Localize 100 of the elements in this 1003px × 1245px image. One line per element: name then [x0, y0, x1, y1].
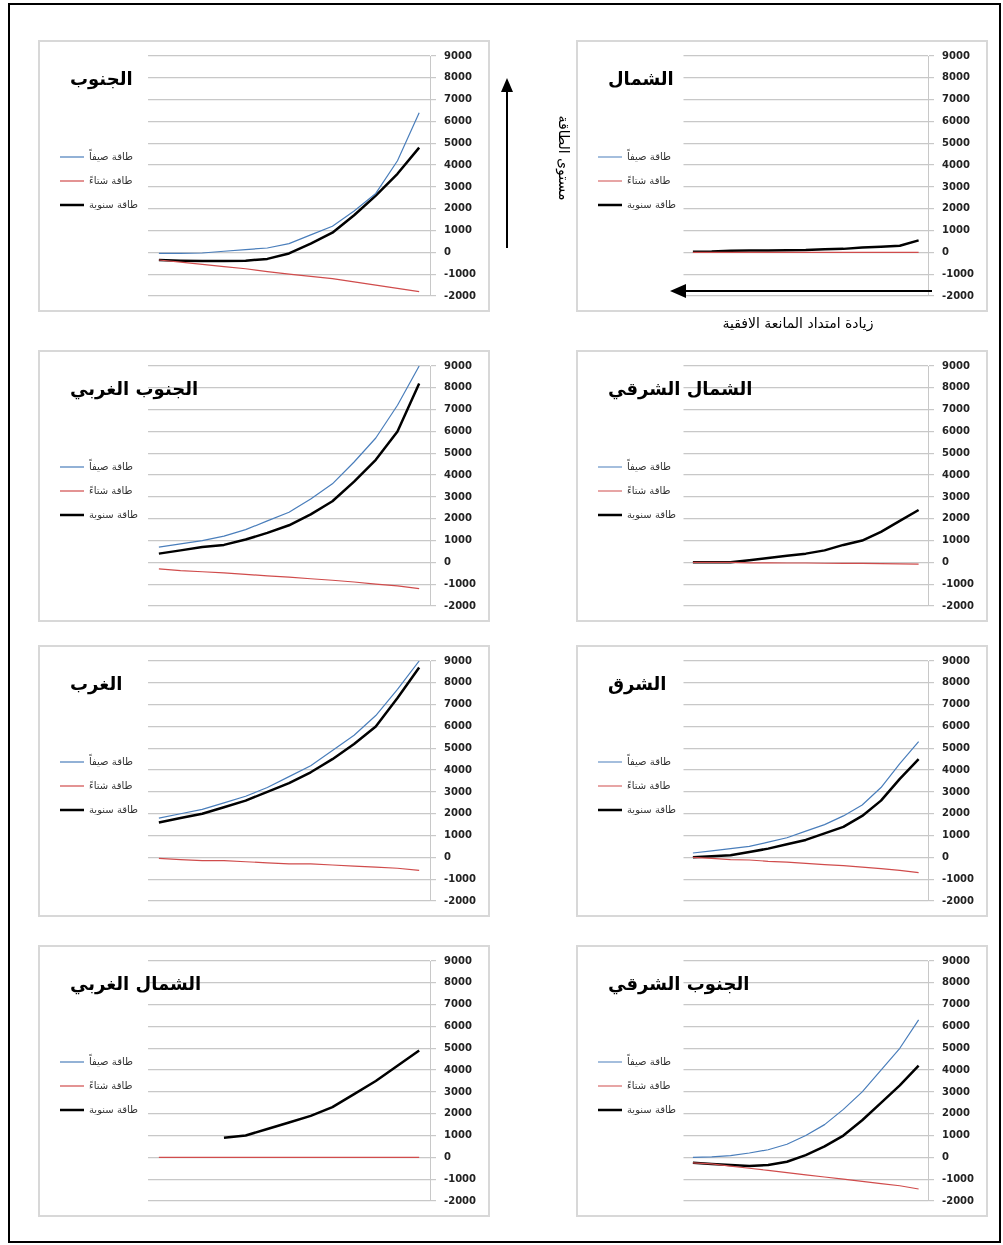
y-tick-label: 9000 [444, 654, 472, 666]
y-tick-label: 4000 [942, 158, 970, 170]
legend-label: طاقة سنوية [627, 198, 677, 210]
y-tick-label: -1000 [942, 577, 975, 589]
y-tick-label: 8000 [444, 676, 472, 688]
y-tick-label: 0 [444, 555, 452, 567]
y-tick-label: 7000 [444, 93, 472, 105]
y-tick-label: -1000 [942, 267, 975, 279]
y-tick-label: 2000 [444, 807, 472, 819]
y-tick-label: 0 [942, 850, 950, 862]
y-tick-label: 6000 [942, 1020, 970, 1032]
x-axis-title: زيادة امتداد المانعة الافقية [722, 315, 874, 331]
legend-label: طاقة شتاءً [627, 1079, 671, 1091]
y-tick-label: 5000 [942, 741, 970, 753]
y-tick-label: -1000 [444, 577, 477, 589]
y-tick-label: 8000 [444, 976, 472, 988]
y-tick-label: 5000 [942, 1041, 970, 1053]
y-tick-label: -2000 [444, 289, 477, 301]
legend-label: طاقة سنوية [89, 803, 139, 815]
y-tick-label: 9000 [444, 49, 472, 61]
y-tick-label: 5000 [942, 136, 970, 148]
y-tick-label: 0 [444, 1150, 452, 1162]
y-tick-label: 9000 [942, 954, 970, 966]
text: الشمال الغربي [70, 973, 202, 994]
legend-label: طاقة صيفاً [626, 753, 671, 767]
y-tick-label: 3000 [942, 490, 970, 502]
y-tick-label: 5000 [444, 136, 472, 148]
legend-label: طاقة شتاءً [89, 1079, 133, 1091]
y-tick-label: -2000 [444, 1194, 477, 1206]
legend-label: طاقة صيفاً [88, 1053, 133, 1067]
y-tick-label: 0 [444, 850, 452, 862]
y-tick-label: 3000 [942, 785, 970, 797]
y-tick-label: 5000 [444, 1041, 472, 1053]
text: الجنوب [70, 68, 133, 89]
legend-label: طاقة شتاءً [89, 779, 133, 791]
legend-label: طاقة سنوية [627, 508, 677, 520]
y-tick-label: 8000 [942, 976, 970, 988]
y-tick-label: -2000 [444, 599, 477, 611]
y-tick-label: 4000 [444, 1063, 472, 1075]
y-tick-label: 4000 [942, 1063, 970, 1075]
legend-label: طاقة صيفاً [88, 753, 133, 767]
y-tick-label: 6000 [444, 1020, 472, 1032]
y-tick-label: 1000 [942, 829, 970, 841]
text: الجنوب الشرقي [608, 973, 750, 994]
y-tick-label: 7000 [942, 403, 970, 415]
y-tick-label: 4000 [942, 763, 970, 775]
legend-label: طاقة صيفاً [88, 148, 133, 162]
y-tick-label: 6000 [942, 425, 970, 437]
y-tick-label: 9000 [942, 654, 970, 666]
y-tick-label: 6000 [942, 720, 970, 732]
legend-label: طاقة صيفاً [626, 458, 671, 472]
y-tick-label: 6000 [444, 115, 472, 127]
y-tick-label: 2000 [444, 202, 472, 214]
y-tick-label: 7000 [444, 403, 472, 415]
legend-label: طاقة شتاءً [627, 174, 671, 186]
y-tick-label: 9000 [942, 359, 970, 371]
y-tick-label: 9000 [444, 359, 472, 371]
y-tick-label: 7000 [942, 93, 970, 105]
text: الجنوب الغربي [70, 378, 199, 399]
legend-label: طاقة شتاءً [89, 484, 133, 496]
y-tick-label: 1000 [942, 224, 970, 236]
y-tick-label: -1000 [444, 1172, 477, 1184]
y-tick-label: 5000 [444, 446, 472, 458]
text: الشمال [608, 68, 674, 89]
legend-label: طاقة سنوية [89, 1103, 139, 1115]
y-tick-label: -1000 [444, 872, 477, 884]
y-tick-label: 7000 [444, 998, 472, 1010]
y-tick-label: 5000 [942, 446, 970, 458]
y-tick-label: -1000 [942, 872, 975, 884]
legend-label: طاقة سنوية [627, 1103, 677, 1115]
y-tick-label: 1000 [444, 829, 472, 841]
y-tick-label: 2000 [444, 512, 472, 524]
legend-label: طاقة شتاءً [627, 779, 671, 791]
y-tick-label: 6000 [942, 115, 970, 127]
y-tick-label: -2000 [942, 289, 975, 301]
legend-label: طاقة صيفاً [626, 1053, 671, 1067]
y-tick-label: 4000 [942, 468, 970, 480]
y-axis-title: مستوى الطاقة [556, 115, 573, 201]
y-tick-label: 3000 [444, 785, 472, 797]
y-tick-label: 8000 [444, 71, 472, 83]
y-tick-label: 9000 [942, 49, 970, 61]
text: الشرق [608, 673, 667, 694]
y-tick-label: -2000 [942, 894, 975, 906]
legend-label: طاقة صيفاً [88, 458, 133, 472]
y-tick-label: 2000 [942, 807, 970, 819]
y-tick-label: 0 [942, 555, 950, 567]
y-tick-label: 1000 [942, 534, 970, 546]
y-tick-label: 4000 [444, 468, 472, 480]
y-tick-label: 4000 [444, 763, 472, 775]
y-tick-label: 6000 [444, 425, 472, 437]
y-tick-label: 7000 [942, 998, 970, 1010]
y-tick-label: 2000 [444, 1107, 472, 1119]
y-tick-label: 1000 [444, 224, 472, 236]
legend-label: طاقة شتاءً [89, 174, 133, 186]
y-tick-label: 3000 [942, 1085, 970, 1097]
y-tick-label: -2000 [942, 1194, 975, 1206]
y-tick-label: 7000 [444, 698, 472, 710]
y-tick-label: 3000 [942, 180, 970, 192]
y-tick-label: 0 [444, 245, 452, 257]
legend-label: طاقة سنوية [89, 508, 139, 520]
